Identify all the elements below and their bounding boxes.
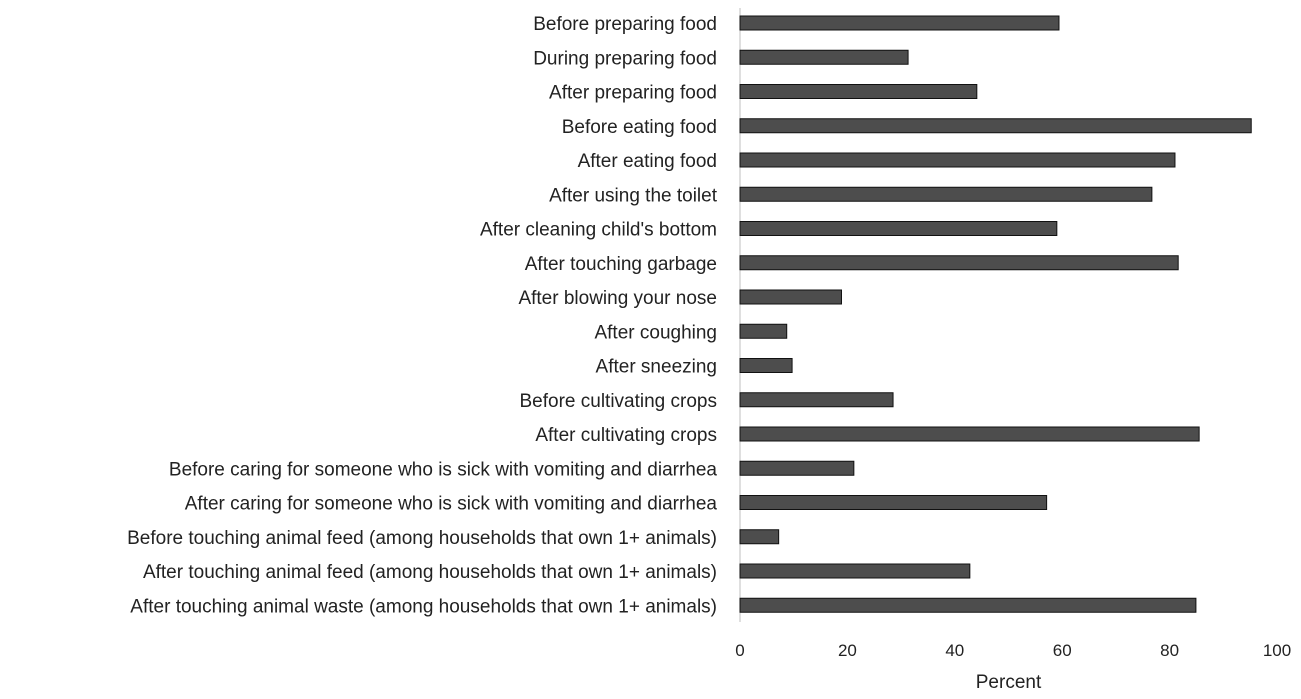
category-label: After cultivating crops: [535, 425, 717, 446]
x-tick-label: 20: [838, 641, 857, 660]
bar: [739, 426, 1200, 442]
bar: [739, 152, 1176, 168]
bar: [739, 15, 1060, 31]
category-label: After touching animal feed (among househ…: [143, 562, 717, 583]
bar: [739, 84, 978, 99]
category-label: After caring for someone who is sick wit…: [185, 494, 718, 515]
x-tick-label: 100: [1263, 641, 1291, 660]
category-label: During preparing food: [533, 48, 717, 69]
category-label: After using the toilet: [549, 185, 718, 206]
x-tick-label: 80: [1160, 641, 1179, 660]
category-label: After preparing food: [549, 83, 717, 104]
category-label: After touching animal waste (among house…: [130, 596, 717, 617]
bar: [739, 392, 894, 408]
category-label: Before eating food: [562, 117, 717, 138]
category-label: Before touching animal feed (among house…: [127, 528, 717, 549]
bar: [739, 221, 1058, 236]
bar: [739, 358, 793, 373]
bar: [739, 495, 1048, 510]
bar: [739, 323, 788, 339]
category-label: After blowing your nose: [518, 288, 717, 309]
bar: [739, 186, 1153, 202]
x-tick-label: 40: [945, 641, 964, 660]
bar: [739, 460, 855, 476]
bar: [739, 118, 1252, 134]
bar: [739, 597, 1197, 613]
bar: [739, 49, 909, 65]
category-label: After eating food: [578, 151, 717, 172]
category-label: After coughing: [594, 322, 717, 343]
bar: [739, 289, 842, 305]
bar: [739, 255, 1179, 271]
category-label: After touching garbage: [525, 254, 717, 275]
category-label: Before cultivating crops: [520, 391, 718, 412]
x-tick-label: 0: [735, 641, 744, 660]
bar: [739, 529, 780, 545]
bar: [739, 563, 971, 579]
category-label: After sneezing: [596, 357, 717, 378]
category-label: After cleaning child's bottom: [480, 220, 717, 241]
category-label: Before caring for someone who is sick wi…: [169, 459, 718, 480]
category-label: Before preparing food: [533, 14, 717, 35]
x-axis-title: Percent: [976, 672, 1042, 693]
x-tick-label: 60: [1053, 641, 1072, 660]
